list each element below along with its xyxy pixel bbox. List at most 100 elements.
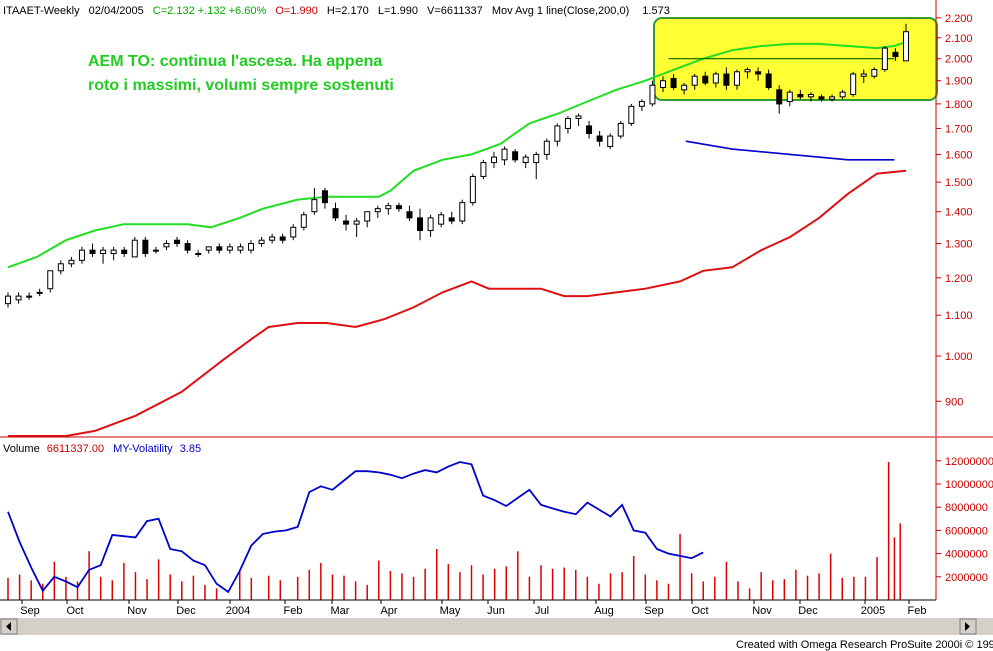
candle-up: [5, 295, 11, 305]
red-moving-average-line: [8, 169, 907, 437]
price-tick-label: 1.800: [945, 99, 973, 111]
candle-up: [839, 91, 846, 98]
time-tick-label: Dec: [798, 605, 818, 617]
candle-up: [385, 205, 392, 210]
header-ma-label: Mov Avg 1 line(Close,200,0): [492, 5, 629, 17]
candle-up: [607, 135, 614, 147]
candle-up: [131, 239, 138, 258]
time-tick-label: Oct: [691, 605, 708, 617]
candle-down: [343, 220, 350, 225]
header-high: H=2.170: [327, 5, 369, 17]
time-tick-label: Aug: [594, 605, 614, 617]
time-tick-label: Nov: [752, 605, 772, 617]
volatility-line: [7, 461, 704, 594]
candle-up: [691, 75, 698, 86]
candle-up: [660, 80, 667, 89]
header-ma-value: 1.573: [642, 5, 670, 17]
volume-value: 6611337.00: [47, 443, 104, 455]
candle-up: [480, 162, 487, 177]
candle-up: [850, 73, 857, 95]
candle-up: [427, 217, 434, 232]
candle-down: [174, 239, 181, 245]
header-change: C=2.132 +.132 +6.60%: [153, 5, 267, 17]
candle-down: [670, 77, 677, 89]
time-tick-label: Sep: [20, 605, 40, 617]
volume-tick-label: 8000000: [945, 502, 988, 514]
price-tick-label: 2.000: [945, 54, 973, 66]
green-moving-average-line: [7, 40, 907, 269]
candle-up: [237, 246, 244, 251]
candle-down: [797, 93, 804, 98]
candle-down: [512, 151, 519, 161]
volume-label: Volume: [3, 443, 40, 455]
candle-up: [649, 84, 656, 105]
candle-up: [205, 246, 212, 251]
candle-up: [543, 140, 550, 155]
candle-up: [490, 156, 497, 164]
horizontal-scrollbar[interactable]: [0, 618, 993, 635]
price-tick-label: 1.700: [945, 123, 973, 135]
candle-up: [226, 246, 233, 251]
time-tick-label: 2004: [226, 605, 250, 617]
candlesticks: [5, 23, 909, 308]
time-tick-label: Sep: [644, 605, 664, 617]
candle-up: [374, 208, 381, 213]
candle-down: [332, 208, 339, 219]
time-tick-label: Mar: [331, 605, 350, 617]
candle-down: [321, 190, 328, 204]
candle-up: [438, 214, 445, 225]
red-ma-path: [8, 169, 907, 437]
volume-tick-label: 4000000: [945, 549, 988, 561]
candle-up: [100, 249, 107, 255]
candle-down: [776, 89, 783, 105]
candle-down: [765, 73, 772, 89]
candle-down: [818, 96, 825, 100]
candle-down: [184, 243, 191, 251]
volatility-value: 3.85: [180, 443, 201, 455]
price-tick-label: 1.500: [945, 177, 973, 189]
volume-tick-label: 2000000: [945, 572, 988, 584]
price-tick-label: 1.400: [945, 207, 973, 219]
annotation-line-1: AEM TO: continua l'ascesa. Ha appena: [88, 53, 382, 70]
candle-down: [417, 217, 424, 232]
price-axis-ticks: 2.200 2.100 2.000 1.900 1.800 1.700 1.600 1.500…: [936, 13, 973, 408]
candle-up: [195, 253, 202, 256]
candle-up: [459, 202, 466, 222]
candle-down: [892, 51, 899, 58]
candle-up: [860, 73, 867, 77]
arrow-left-icon: [6, 622, 11, 631]
time-tick-label: 2005: [861, 605, 885, 617]
candle-down: [406, 211, 413, 219]
price-tick-label: 1.000: [945, 351, 973, 363]
candle-down: [702, 75, 709, 84]
footer-credit: Created with Omega Research ProSuite 200…: [736, 639, 993, 651]
price-tick-label: 900: [945, 396, 963, 408]
candle-down: [448, 217, 455, 222]
candle-up: [829, 96, 836, 100]
time-tick-label: Jul: [535, 605, 549, 617]
candle-up: [533, 153, 540, 164]
time-tick-label: Nov: [127, 605, 147, 617]
candle-up: [290, 226, 297, 238]
candle-up: [744, 69, 751, 73]
candle-up: [36, 291, 43, 294]
time-tick-label: Apr: [380, 605, 397, 617]
volume-tick-label: 10000000: [945, 479, 993, 491]
candle-up: [786, 91, 793, 103]
candle-up: [247, 243, 254, 251]
candle-up: [628, 105, 635, 124]
price-tick-label: 1.100: [945, 310, 973, 322]
candle-up: [110, 249, 117, 255]
candle-up: [78, 249, 85, 261]
candle-up: [871, 69, 878, 77]
price-tick-label: 1.300: [945, 239, 973, 251]
candle-up: [364, 211, 371, 222]
volume-tick-label: 12000000: [945, 456, 993, 468]
price-tick-label: 2.100: [945, 33, 973, 45]
candle-up: [15, 295, 22, 301]
candle-up: [269, 236, 276, 241]
candle-down: [723, 73, 730, 86]
blue-line-path: [685, 140, 895, 161]
volatility-label: MY-Volatility: [113, 443, 173, 455]
